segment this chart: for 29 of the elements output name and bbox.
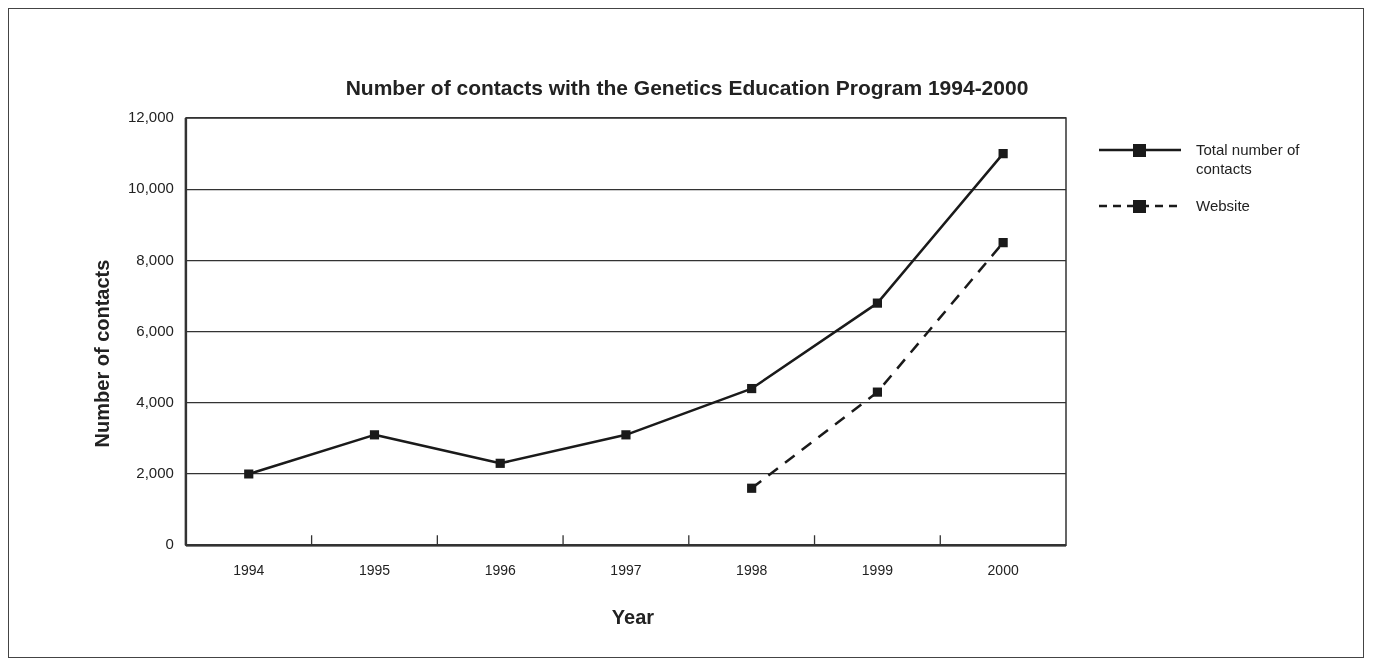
x-tick-label: 1994 [233,562,265,579]
chart-title: Number of contacts with the Genetics Education Program 1994-2000 [344,76,1030,100]
point [998,149,1008,159]
point [872,298,882,308]
y-tick-label: 4,000 [136,392,174,410]
point [621,430,631,440]
point [872,387,882,397]
text: Website [1196,196,1251,215]
x-axis-title: Year [610,606,656,629]
point [998,238,1008,248]
x-tick-label: 1995 [358,562,391,579]
y-tick-label: 6,000 [136,321,174,339]
x-tick-label: 1999 [861,562,894,579]
y-tick-label: 8,000 [136,250,174,268]
y-tick-label: 0 [165,535,174,553]
point [495,458,505,468]
y-axis-title: Number of contacts [90,258,114,450]
y-tick-label: 12,000 [127,108,174,126]
x-tick-label: 1996 [484,562,516,579]
point [244,469,254,479]
text: Total number of contacts [1196,140,1301,178]
x-tick-label: 1997 [610,562,642,579]
point [369,430,380,440]
point [747,483,757,493]
x-tick-label: 2000 [987,562,1019,579]
x-tick-label: 1998 [736,562,768,579]
point [747,383,757,394]
y-tick-label: 2,000 [136,464,174,482]
y-tick-label: 10,000 [127,179,174,197]
